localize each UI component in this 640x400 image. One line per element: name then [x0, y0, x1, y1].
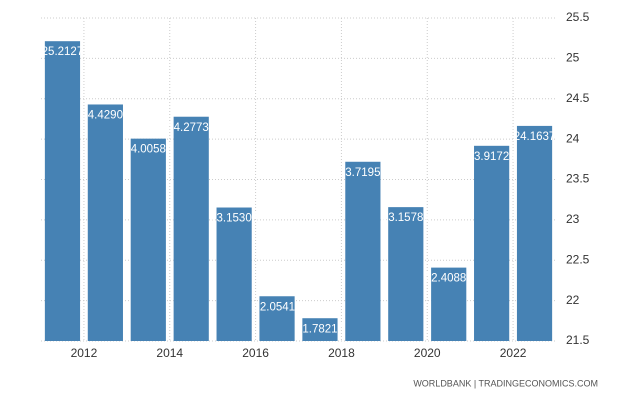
bar — [431, 267, 467, 341]
x-tick-label: 2020 — [414, 346, 441, 360]
bar — [345, 161, 381, 341]
data-label: 24.1637 — [514, 131, 556, 143]
x-tick-label: 2018 — [328, 346, 355, 360]
y-tick-label: 24 — [566, 131, 580, 145]
data-label: 22.05411 — [253, 301, 300, 313]
y-tick-label: 23.5 — [566, 172, 590, 186]
data-label: 25.2127 — [42, 46, 84, 58]
bar — [130, 138, 166, 341]
source: WORLDBANK | TRADINGECONOMICS.COM — [413, 378, 598, 388]
bar — [259, 296, 295, 341]
bar — [216, 207, 252, 341]
y-tick-label: 24.5 — [566, 91, 590, 105]
bar — [302, 318, 338, 341]
x-tick-label: 2012 — [71, 346, 98, 360]
bar — [173, 116, 209, 341]
bar — [44, 41, 81, 342]
y-tick-label: 21.5 — [566, 333, 590, 347]
data-label: 24.42906 — [81, 110, 129, 122]
data-label: 23.91724 — [468, 151, 517, 163]
y-tick-label: 23 — [566, 212, 580, 226]
data-label: 23.71959 — [339, 167, 387, 179]
bar — [87, 104, 123, 341]
y-tick-label: 22 — [566, 293, 580, 307]
bar — [516, 125, 553, 342]
x-tick-label: 2016 — [242, 346, 269, 360]
bar — [388, 207, 424, 341]
data-label: 23.15306 — [210, 213, 258, 225]
y-tick-label: 25.5 — [566, 10, 590, 24]
x-tick-label: 2014 — [156, 346, 183, 360]
data-label: 24.00588 — [124, 144, 172, 156]
y-tick-label: 25 — [566, 51, 580, 65]
y-tick-label: 22.5 — [566, 252, 590, 266]
data-label: 23.15785 — [382, 212, 430, 224]
x-tick-label: 2022 — [500, 346, 527, 360]
data-label: 22.40888 — [425, 273, 473, 285]
data-label: 24.27739 — [167, 122, 215, 134]
bar — [474, 145, 510, 341]
data-label: 21.78212 — [296, 323, 344, 335]
